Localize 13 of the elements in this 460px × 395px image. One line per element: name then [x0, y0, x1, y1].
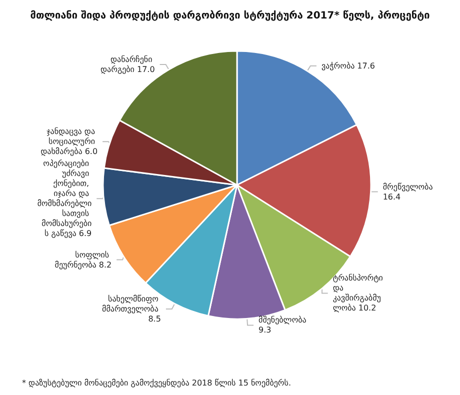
slice-label: სახელმწიფო მმართველობა — [102, 294, 161, 314]
slice-label: მშენებლობა — [258, 316, 309, 325]
slice-label: მრეწველობა — [382, 182, 436, 192]
data-label: 9.3 — [258, 326, 272, 335]
slice-label: ოპერაციები უძრავი ქონებით, იჯარა და მომხმარებლისათვის მომსახურების გაწევა 6.9 — [37, 159, 92, 238]
chart-title: მთლიანი შიდა პროდუქტის დარგობრივი სტრუქტურა 2017* წელს, პროცენტი — [30, 10, 430, 22]
data-label: 16.4 — [382, 192, 401, 202]
slice-label: ტრანსპორტი და კავშირგაბმულობა 10.2 — [332, 274, 386, 313]
slice-label: ვაჭრობა 17.6 — [321, 61, 376, 70]
slice-label: დანარჩენი დარგები 17.0 — [100, 54, 155, 74]
text: * დაზუსტებული მონაცემები გამოქვეყნდება 2018 წლის 15 ნოემბერს. — [22, 378, 292, 388]
data-label: 8.5 — [148, 314, 161, 324]
slice-label: სოფლის მეურნეობა 8.2 — [54, 250, 112, 270]
